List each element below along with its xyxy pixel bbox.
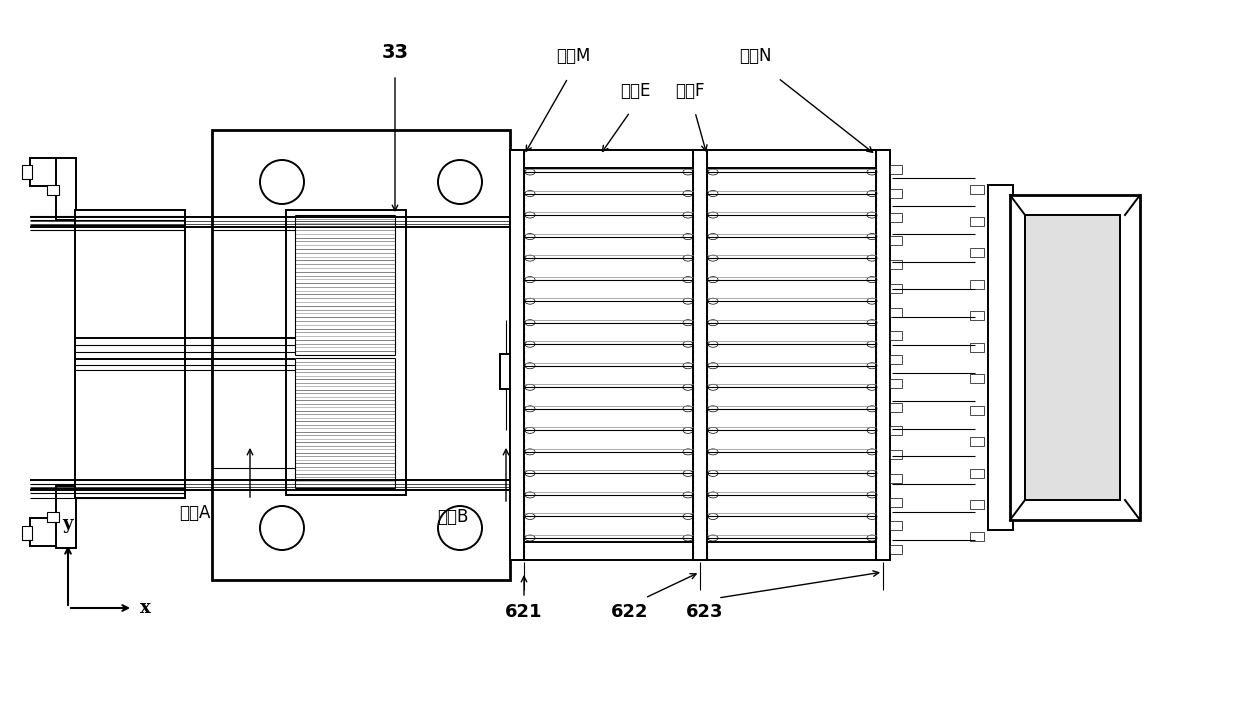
Bar xyxy=(393,473,403,488)
Bar xyxy=(890,308,901,317)
Bar xyxy=(890,165,901,174)
Text: 位置N: 位置N xyxy=(739,47,771,65)
Bar xyxy=(290,213,320,231)
Bar xyxy=(970,248,985,257)
Bar xyxy=(290,468,320,486)
Bar xyxy=(970,406,985,415)
Bar xyxy=(890,521,901,530)
Text: 623: 623 xyxy=(686,603,724,621)
Bar xyxy=(890,498,901,506)
Bar xyxy=(1025,215,1120,500)
Bar xyxy=(970,469,985,478)
Text: 位置E: 位置E xyxy=(620,82,650,100)
Bar xyxy=(393,215,403,230)
Bar xyxy=(47,512,60,522)
Bar xyxy=(22,526,32,540)
Bar xyxy=(890,189,901,198)
Bar xyxy=(890,213,901,221)
Text: y: y xyxy=(63,515,73,533)
Bar xyxy=(212,130,510,580)
Bar xyxy=(74,210,185,498)
Bar xyxy=(286,210,405,495)
Bar xyxy=(890,236,901,245)
Text: 位置A: 位置A xyxy=(180,504,211,522)
Bar xyxy=(56,486,76,548)
Text: 621: 621 xyxy=(505,603,543,621)
Bar xyxy=(970,343,985,351)
Bar xyxy=(890,355,901,364)
Bar xyxy=(890,474,901,483)
Bar xyxy=(510,542,890,560)
Bar xyxy=(970,501,985,510)
Bar xyxy=(970,280,985,288)
Bar xyxy=(970,374,985,383)
Bar xyxy=(1025,215,1120,500)
Bar xyxy=(890,402,901,411)
Text: 位置B: 位置B xyxy=(438,508,469,526)
Text: x: x xyxy=(140,599,151,617)
Bar xyxy=(693,150,707,560)
Bar xyxy=(890,379,901,387)
Bar xyxy=(970,532,985,541)
Bar xyxy=(890,260,901,269)
Text: 位置F: 位置F xyxy=(676,82,704,100)
Text: 622: 622 xyxy=(611,603,649,621)
Bar xyxy=(510,150,890,168)
Bar xyxy=(988,185,1013,530)
Text: 位置M: 位置M xyxy=(556,47,590,65)
Bar xyxy=(30,518,60,546)
Bar xyxy=(47,185,60,195)
Bar xyxy=(30,158,60,186)
Bar xyxy=(875,150,890,560)
Bar xyxy=(890,450,901,459)
Bar xyxy=(500,354,512,389)
Bar xyxy=(890,545,901,554)
Bar xyxy=(970,311,985,320)
Bar xyxy=(56,158,76,220)
Bar xyxy=(510,150,525,560)
Bar xyxy=(890,426,901,436)
Bar xyxy=(970,438,985,446)
Bar xyxy=(890,284,901,293)
Bar xyxy=(22,165,32,179)
Bar xyxy=(393,358,403,373)
Bar xyxy=(970,216,985,226)
Bar xyxy=(393,340,403,355)
Bar xyxy=(970,185,985,194)
Bar xyxy=(890,332,901,340)
Text: 33: 33 xyxy=(382,43,408,62)
Bar xyxy=(1011,195,1140,520)
